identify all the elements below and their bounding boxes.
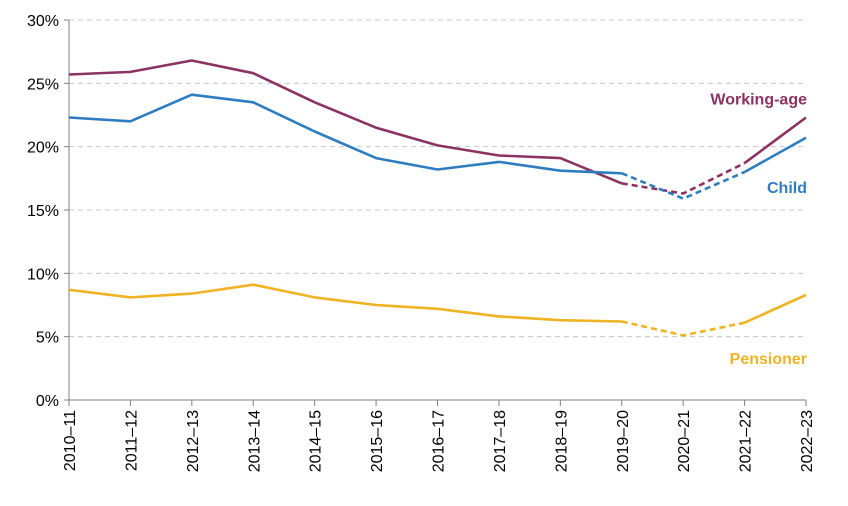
x-tick-label: 2015–16 <box>369 410 386 472</box>
x-tick-label: 2022–23 <box>799 410 816 472</box>
x-tick-label: 2018–19 <box>553 410 570 472</box>
x-tick-label: 2012–13 <box>185 410 202 472</box>
series-label-working-age: Working-age <box>710 92 807 109</box>
y-tick-label: 25% <box>27 76 59 93</box>
series-line-working-age-dashed <box>621 161 746 195</box>
series-lines <box>68 59 807 337</box>
series-label-pensioner: Pensioner <box>730 351 807 368</box>
x-tick-label: 2010–11 <box>62 410 79 471</box>
x-tick-label: 2019–20 <box>615 410 632 472</box>
series-labels: Working-age Child Pensioner <box>710 92 807 369</box>
series-line-working-age-end <box>743 116 807 165</box>
y-tick-label: 30% <box>27 13 59 30</box>
gridlines <box>69 19 806 338</box>
x-tick-label: 2020–21 <box>676 410 693 472</box>
y-tick-label: 5% <box>36 330 59 347</box>
series-line-child-dashed <box>621 170 746 200</box>
y-tick-label: 0% <box>36 393 59 410</box>
x-tick-label: 2021–22 <box>738 410 755 472</box>
y-tick-label: 15% <box>27 203 59 220</box>
series-line-pensioner-dashed <box>621 320 745 337</box>
series-line-child <box>68 93 622 175</box>
series-label-child: Child <box>767 180 807 197</box>
x-axis-ticks: 2010–11 2011–12 2012–13 2013–14 2014–15 2015–… <box>62 400 816 472</box>
series-line-pensioner-end <box>744 293 807 324</box>
x-tick-label: 2013–14 <box>246 410 263 472</box>
series-line-child-end <box>743 136 807 174</box>
x-tick-label: 2011–12 <box>123 410 140 471</box>
x-tick-label: 2014–15 <box>308 410 325 472</box>
series-line-pensioner <box>68 283 622 323</box>
y-axis-tick-labels: 0% 5% 10% 15% 20% 25% 30% <box>27 13 69 410</box>
x-tick-label: 2017–18 <box>492 410 509 472</box>
y-tick-label: 10% <box>27 266 59 283</box>
series-line-working-age <box>68 59 623 185</box>
x-tick-label: 2016–17 <box>431 410 448 472</box>
y-tick-label: 20% <box>27 140 59 157</box>
